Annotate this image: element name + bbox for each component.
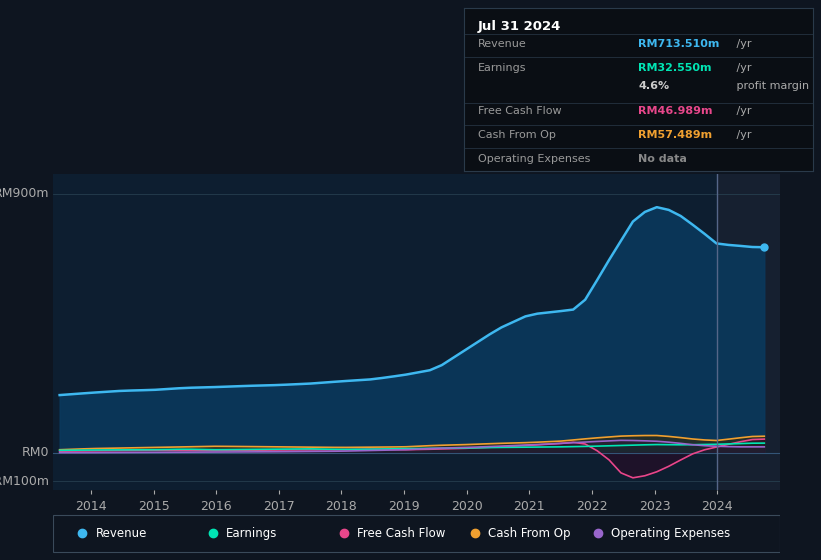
Text: Revenue: Revenue (95, 527, 147, 540)
Text: /yr: /yr (732, 130, 751, 140)
Text: Operating Expenses: Operating Expenses (478, 155, 590, 165)
Text: Revenue: Revenue (478, 39, 526, 49)
Text: RM46.989m: RM46.989m (639, 106, 713, 116)
Text: Cash From Op: Cash From Op (488, 527, 571, 540)
Bar (718, 174, 780, 490)
Text: RM0: RM0 (22, 446, 50, 459)
Text: RM713.510m: RM713.510m (639, 39, 720, 49)
Text: /yr: /yr (732, 106, 751, 116)
Text: Jul 31 2024: Jul 31 2024 (478, 20, 562, 33)
Text: RM57.489m: RM57.489m (639, 130, 713, 140)
Text: Earnings: Earnings (227, 527, 277, 540)
Text: Earnings: Earnings (478, 63, 526, 73)
Text: profit margin: profit margin (732, 81, 809, 91)
Text: Free Cash Flow: Free Cash Flow (357, 527, 446, 540)
Text: 4.6%: 4.6% (639, 81, 669, 91)
Text: RM32.550m: RM32.550m (639, 63, 712, 73)
Text: Cash From Op: Cash From Op (478, 130, 556, 140)
Text: Operating Expenses: Operating Expenses (612, 527, 731, 540)
Text: No data: No data (639, 155, 687, 165)
Text: Free Cash Flow: Free Cash Flow (478, 106, 562, 116)
Text: -RM100m: -RM100m (0, 475, 50, 488)
Text: RM900m: RM900m (0, 187, 50, 200)
Text: /yr: /yr (732, 39, 751, 49)
Text: /yr: /yr (732, 63, 751, 73)
